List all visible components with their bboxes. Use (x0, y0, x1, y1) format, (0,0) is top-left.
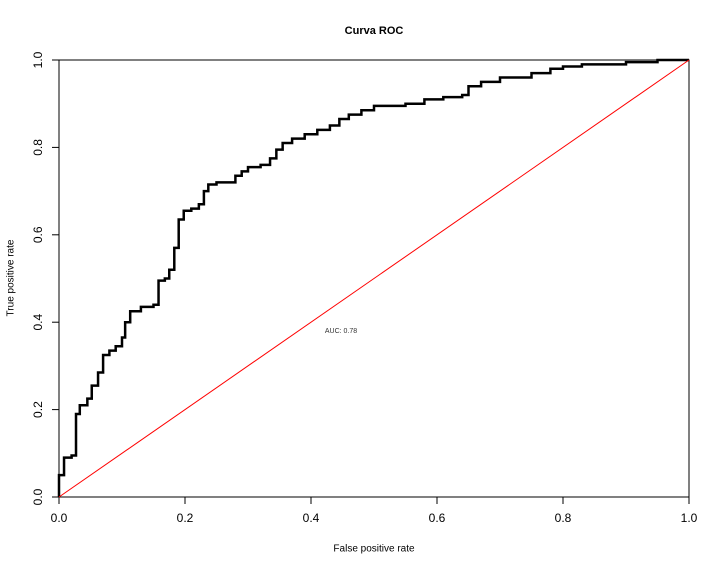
x-tick-label: 1.0 (681, 511, 698, 525)
annotation: AUC: 0.78 (325, 328, 357, 335)
y-tick-label: 0.4 (31, 314, 45, 331)
x-tick-label: 0.6 (429, 511, 446, 525)
x-tick-label: 0.8 (555, 511, 572, 525)
roc-curve (57, 58, 689, 497)
y-tick-label: 1.0 (31, 51, 45, 68)
chart-title: Curva ROC (345, 25, 404, 37)
y-tick-label: 0.6 (31, 226, 45, 243)
x-axis-title: False positive rate (333, 544, 415, 555)
y-axis-title: True positive rate (6, 239, 17, 316)
y-tick-label: 0.2 (31, 401, 45, 418)
x-tick-label: 0.0 (51, 511, 68, 525)
x-tick-label: 0.4 (303, 511, 320, 525)
x-tick-label: 0.2 (177, 511, 194, 525)
y-tick-label: 0.0 (31, 488, 45, 505)
reference-line (58, 59, 690, 498)
plot-frame (58, 59, 690, 498)
y-tick-label: 0.8 (31, 139, 45, 156)
